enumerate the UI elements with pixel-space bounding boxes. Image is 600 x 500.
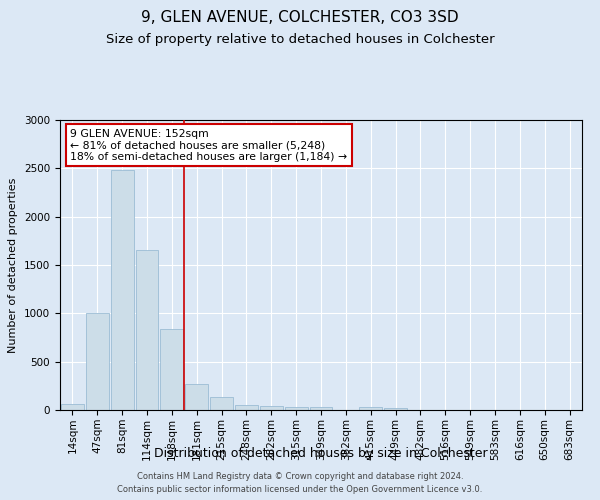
Bar [235,404,258,410]
Text: 9 GLEN AVENUE: 152sqm
← 81% of detached houses are smaller (5,248)
18% of semi-d: 9 GLEN AVENUE: 152sqm ← 81% of detached … [70,128,347,162]
Text: Contains public sector information licensed under the Open Government Licence v3: Contains public sector information licen… [118,485,482,494]
Bar [210,398,233,410]
Bar [285,406,308,410]
Text: Contains HM Land Registry data © Crown copyright and database right 2024.: Contains HM Land Registry data © Crown c… [137,472,463,481]
Y-axis label: Number of detached properties: Number of detached properties [8,178,19,352]
Bar [86,314,109,410]
Bar [310,407,332,410]
Text: Distribution of detached houses by size in Colchester: Distribution of detached houses by size … [154,448,488,460]
Bar [136,250,158,410]
Bar [185,384,208,410]
Text: Size of property relative to detached houses in Colchester: Size of property relative to detached ho… [106,32,494,46]
Text: 9, GLEN AVENUE, COLCHESTER, CO3 3SD: 9, GLEN AVENUE, COLCHESTER, CO3 3SD [141,10,459,25]
Bar [260,406,283,410]
Bar [111,170,134,410]
Bar [61,404,84,410]
Bar [160,329,183,410]
Bar [384,408,407,410]
Bar [359,407,382,410]
